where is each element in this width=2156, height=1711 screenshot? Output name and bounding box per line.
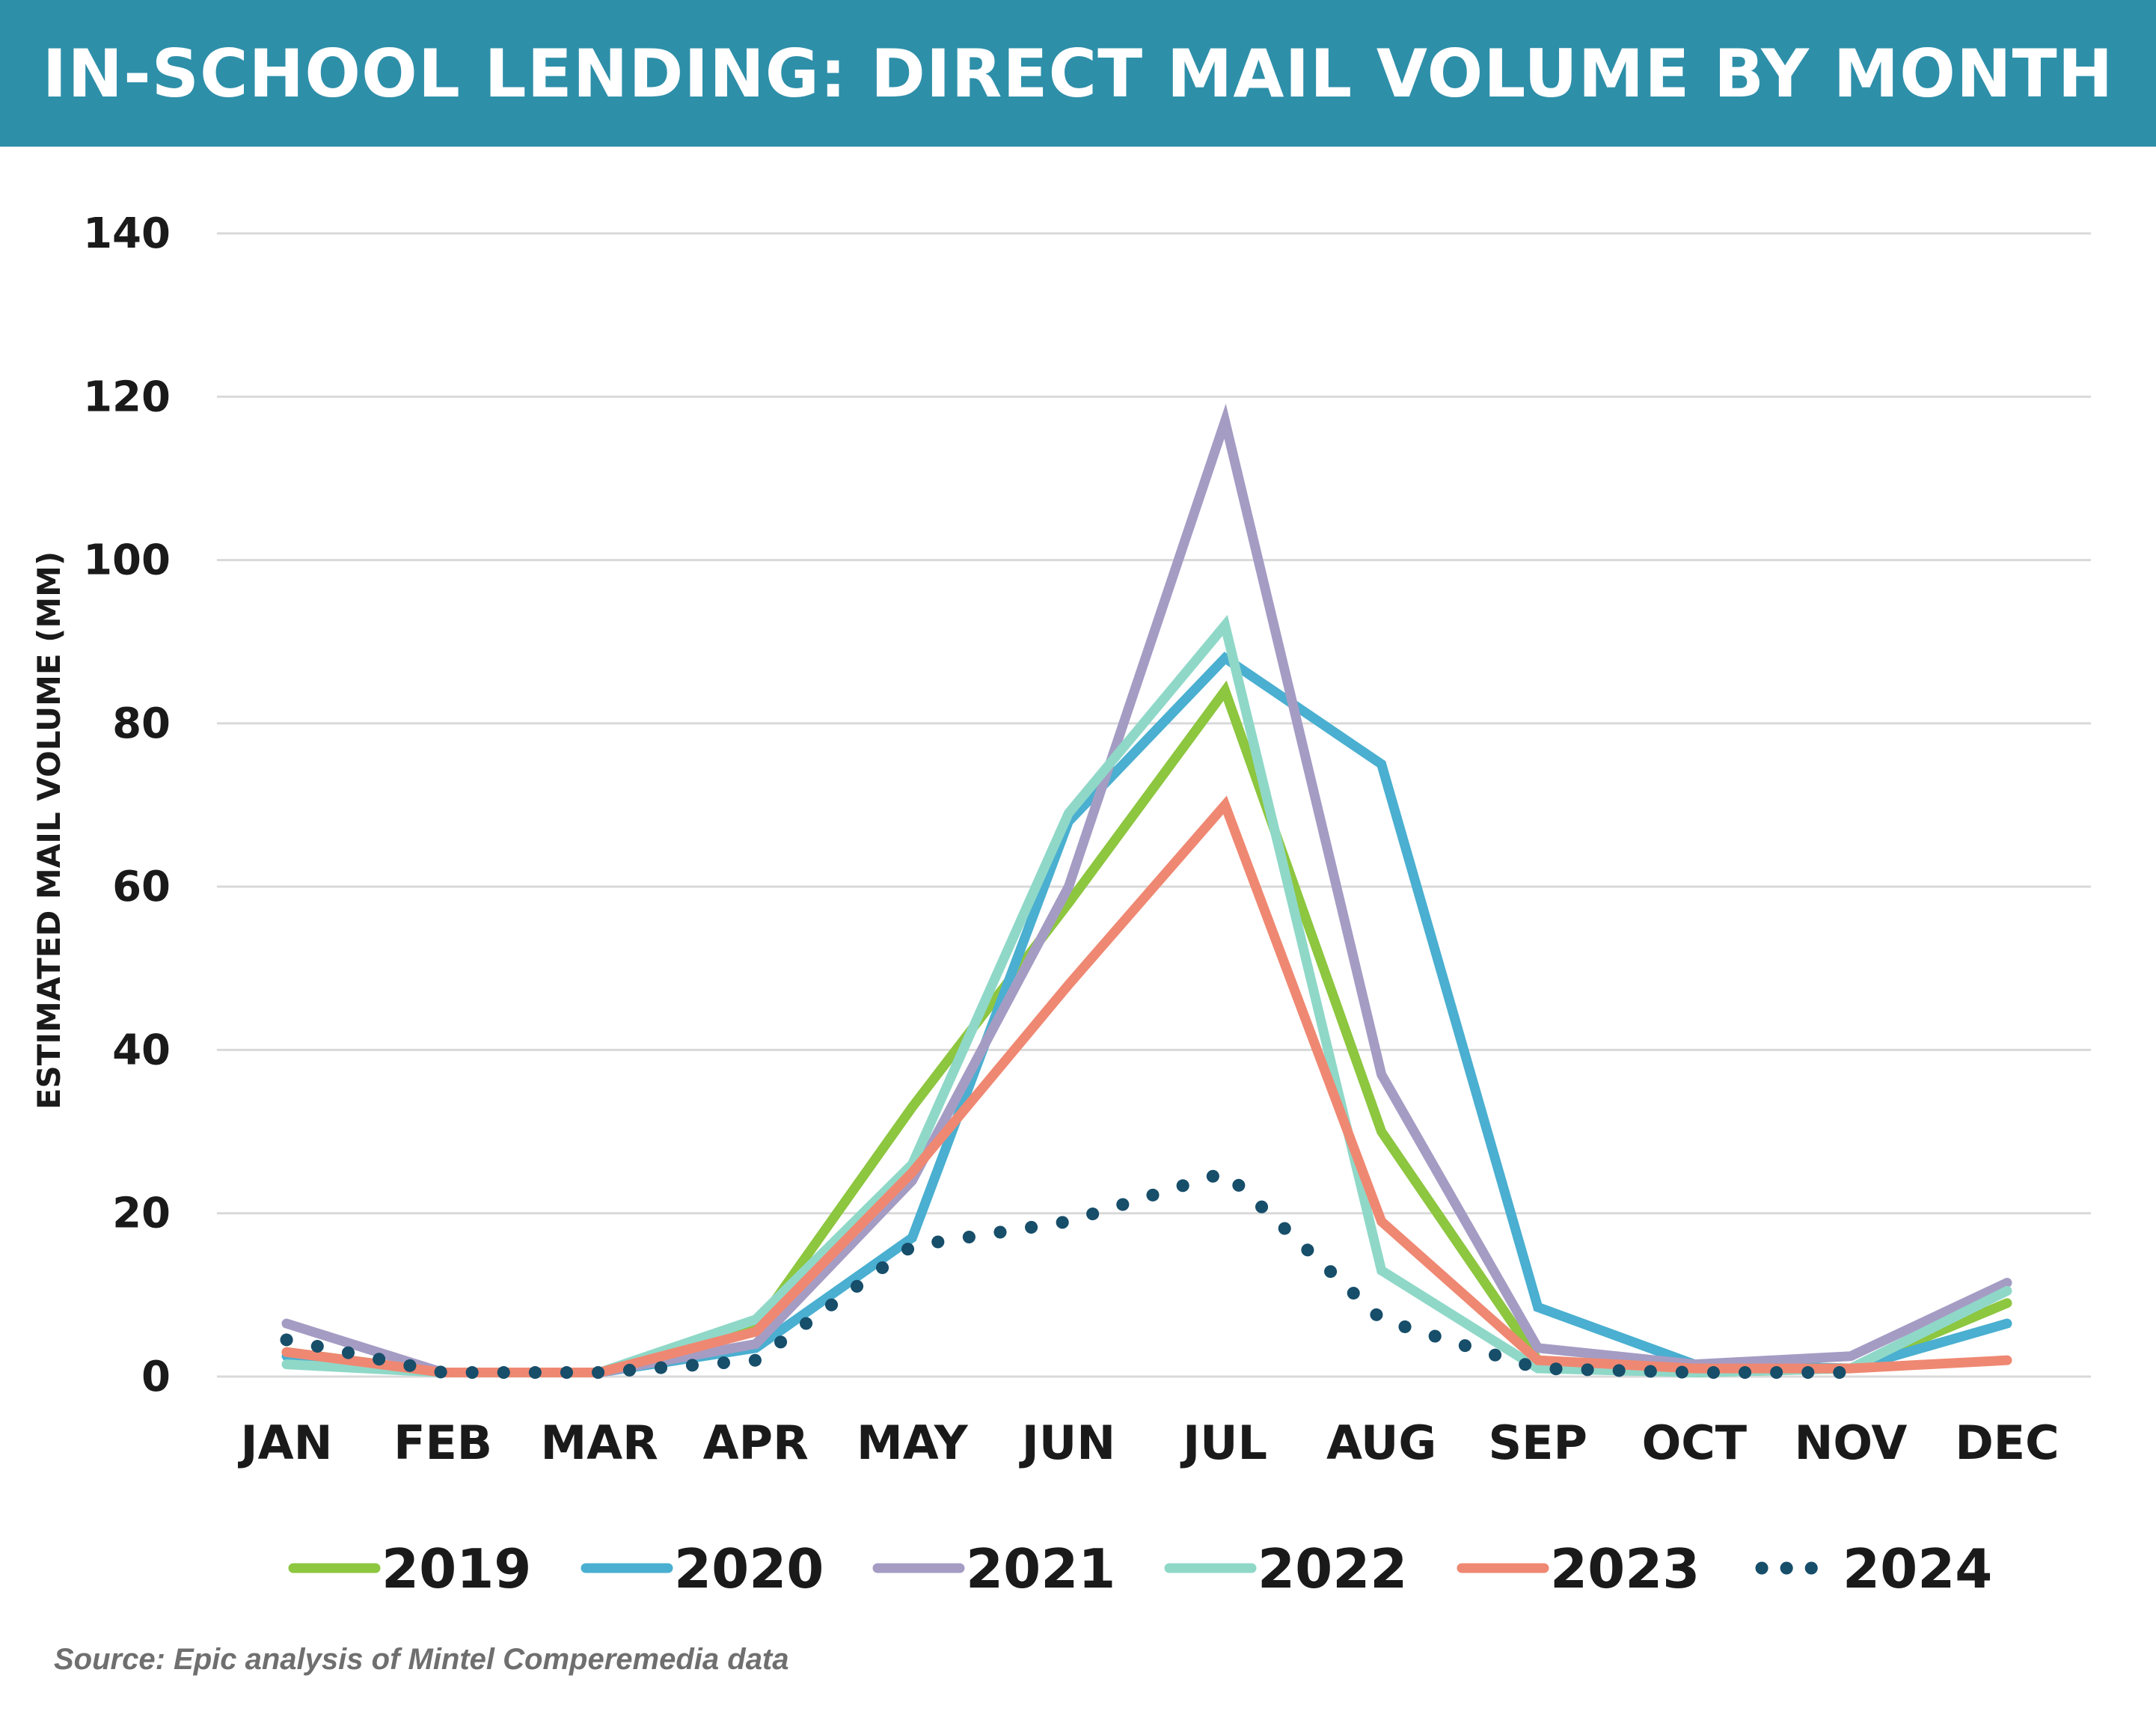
legend-label: 2020 xyxy=(674,1537,824,1600)
legend-label: 2022 xyxy=(1258,1537,1407,1600)
x-axis-tick-labels: JAN FEB MAR APR MAY JUN JUL AUG SEP OCT NOV DEC xyxy=(238,1415,2059,1470)
y-tick-label: 140 xyxy=(83,209,171,258)
chart-title: IN-SCHOOL LENDING: DIRECT MAIL VOLUME BY… xyxy=(42,34,2114,112)
y-axis-tick-labels: 0 20 40 60 80 100 120 140 xyxy=(83,209,171,1401)
x-tick-label: FEB xyxy=(393,1415,492,1470)
x-tick-label: SEP xyxy=(1489,1415,1587,1470)
legend-label: 2023 xyxy=(1550,1537,1700,1600)
x-tick-label: MAR xyxy=(540,1415,658,1470)
series-lines xyxy=(280,403,2012,1380)
y-tick-label: 80 xyxy=(112,700,171,748)
series-line-2020 xyxy=(281,652,2012,1378)
y-axis-label: ESTIMATED MAIL VOLUME (MM) xyxy=(31,551,67,1109)
legend-label: 2019 xyxy=(382,1537,531,1600)
x-tick-label: NOV xyxy=(1794,1415,1907,1470)
x-tick-label: JUN xyxy=(1019,1415,1115,1470)
y-tick-label: 60 xyxy=(112,863,171,911)
y-tick-label: 100 xyxy=(83,536,171,585)
x-tick-label: APR xyxy=(703,1415,809,1470)
legend-item-2019: 2019 xyxy=(288,1537,531,1600)
series-line-2023 xyxy=(281,795,2012,1378)
legend-item-2020: 2020 xyxy=(581,1537,824,1600)
legend-item-2023: 2023 xyxy=(1457,1537,1700,1600)
grid-lines xyxy=(217,232,2091,1378)
title-banner: IN-SCHOOL LENDING: DIRECT MAIL VOLUME BY… xyxy=(0,0,2156,147)
x-tick-label: OCT xyxy=(1642,1415,1748,1470)
source-note: Source: Epic analysis of Mintel Comperem… xyxy=(54,1643,789,1676)
y-tick-label: 0 xyxy=(141,1353,171,1401)
x-tick-label: DEC xyxy=(1955,1415,2059,1470)
legend-item-2024: 2024 xyxy=(1755,1537,1992,1600)
legend: 2019 2020 2021 2022 2023 2024 xyxy=(288,1537,1992,1600)
x-tick-label: JAN xyxy=(238,1415,333,1470)
series-line-2019 xyxy=(281,680,2012,1378)
legend-item-2021: 2021 xyxy=(872,1537,1115,1600)
y-tick-label: 40 xyxy=(112,1026,171,1074)
y-tick-label: 20 xyxy=(112,1190,171,1238)
x-tick-label: JUL xyxy=(1180,1415,1267,1470)
legend-item-2022: 2022 xyxy=(1164,1537,1407,1600)
x-tick-label: AUG xyxy=(1326,1415,1436,1470)
legend-label: 2021 xyxy=(966,1537,1115,1600)
legend-label: 2024 xyxy=(1843,1537,1992,1600)
x-tick-label: MAY xyxy=(857,1415,969,1470)
y-tick-label: 120 xyxy=(83,373,171,421)
series-line-2024 xyxy=(280,1166,1858,1380)
